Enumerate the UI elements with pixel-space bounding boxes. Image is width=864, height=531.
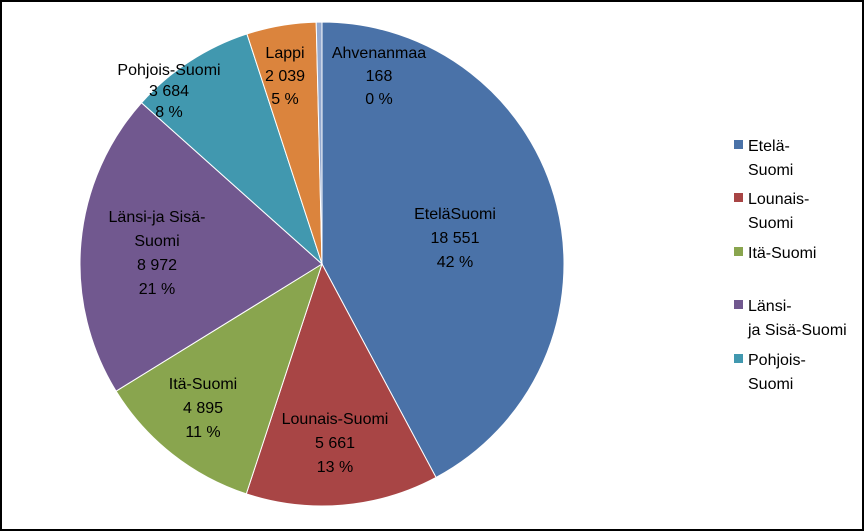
legend: Etelä-Suomi Lounais-Suomi Itä-Suomi Länsi-j… — [734, 138, 847, 393]
legend-item-pohjois-suomi: Pohjois-Suomi — [734, 352, 806, 393]
data-label-etelasuomi: EteläSuomi 18 551 42 % — [414, 206, 496, 271]
pie-slice-lounais-suomi — [245, 262, 437, 507]
pie-slices — [79, 21, 565, 507]
pie-slice-pohjois-suomi — [140, 33, 324, 266]
legend-label: Itä-Suomi — [748, 245, 816, 262]
legend-swatch — [734, 140, 743, 149]
data-label-lounais-suomi: Lounais-Suomi 5 661 13 % — [282, 411, 389, 476]
legend-label: Pohjois-Suomi — [748, 352, 806, 393]
data-labels: EteläSuomi 18 551 42 % Lounais-Suomi 5 661 13… — [109, 45, 496, 476]
data-label-lansi-ja-sisa-suomi: Länsi-ja Sisä-Suomi 8 972 21 % — [109, 209, 206, 298]
data-label-pohjois-suomi: Pohjois-Suomi 3 684 8 % — [117, 62, 220, 121]
legend-item-lounais-suomi: Lounais-Suomi — [734, 191, 809, 232]
legend-label: Länsi-ja Sisä-Suomi — [747, 298, 847, 339]
legend-swatch — [734, 247, 743, 256]
legend-swatch — [734, 300, 743, 309]
pie-slice-ahvenanmaa — [315, 21, 323, 265]
legend-label: Lounais-Suomi — [748, 191, 809, 232]
pie-slice-lansi-ja-sisa-suomi — [79, 102, 323, 392]
legend-item-etela-suomi: Etelä-Suomi — [734, 138, 793, 179]
data-label-lappi: Lappi 2 039 5 % — [265, 45, 305, 108]
legend-item-lansi-ja-sisa-suomi: Länsi-ja Sisä-Suomi — [734, 298, 847, 339]
pie-slice-etelasuomi — [321, 21, 565, 479]
pie-slice-ita-suomi — [115, 262, 323, 495]
legend-swatch — [734, 354, 743, 363]
legend-label: Etelä-Suomi — [748, 138, 793, 179]
legend-item-ita-suomi: Itä-Suomi — [734, 245, 816, 262]
data-label-ahvenanmaa: Ahvenanmaa 168 0 % — [332, 45, 426, 108]
data-label-ita-suomi: Itä-Suomi 4 895 11 % — [169, 376, 237, 441]
legend-swatch — [734, 193, 743, 202]
